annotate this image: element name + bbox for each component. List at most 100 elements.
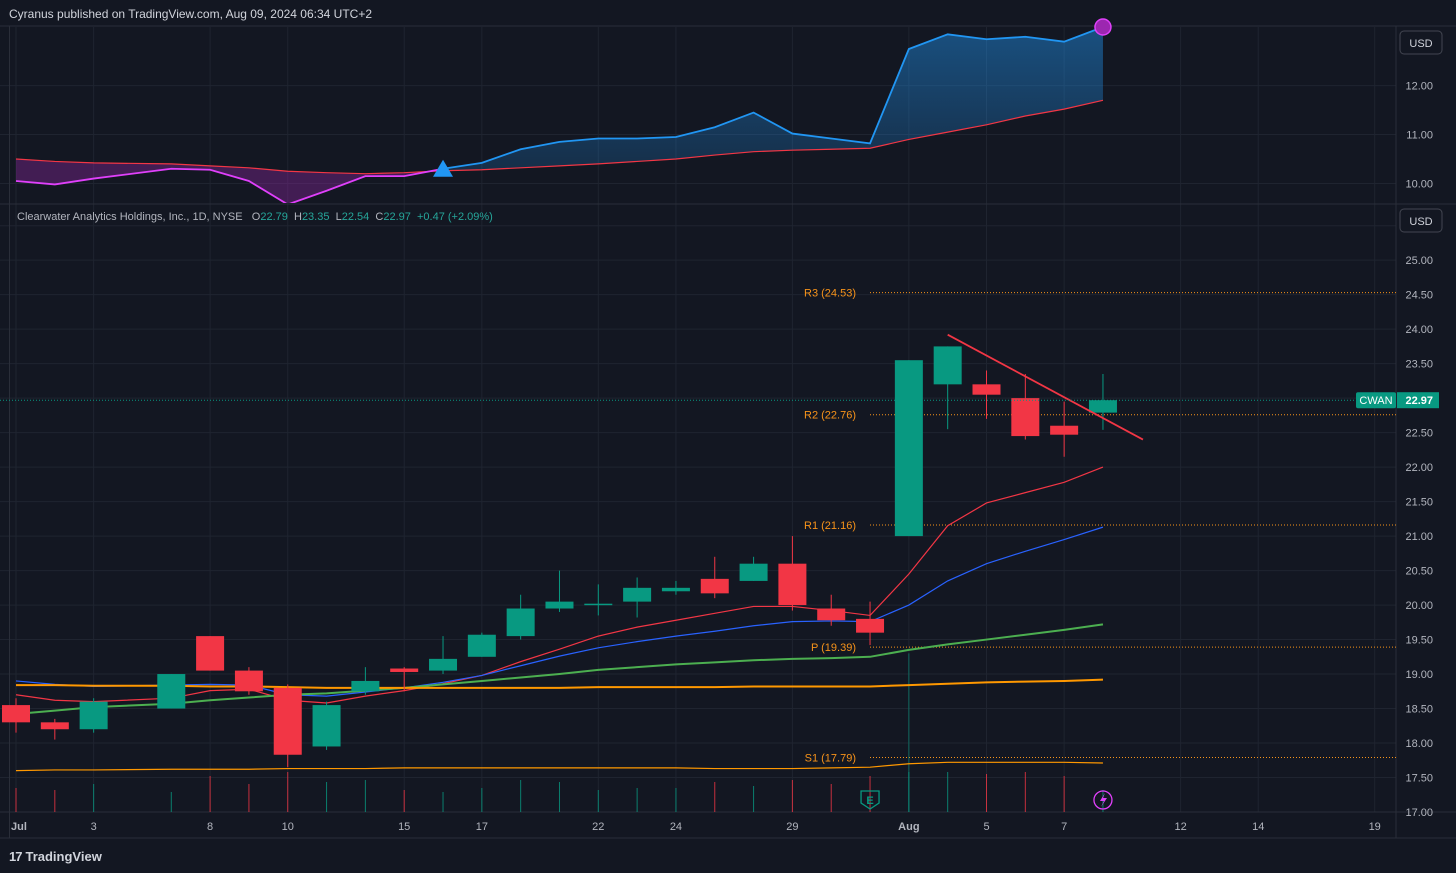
candle-body [700,578,729,594]
ticker-label: CWAN [1359,395,1392,407]
grid-lines [0,25,1456,839]
price-axis-tick: 23.50 [1405,359,1433,371]
pivot-label: R2 (22.76) [804,410,856,422]
price-axis-tick: 20.50 [1405,566,1433,578]
price-axis-tick: 21.00 [1405,531,1433,543]
time-axis-tick: 19 [1369,821,1381,833]
price-axis-tick: 22.50 [1405,428,1433,440]
legend-low: 22.54 [341,211,370,223]
price-axis-tick: 19.50 [1405,635,1433,647]
time-axis-tick: 22 [592,821,604,833]
price-axis-tick: 17.00 [1405,807,1433,819]
price-axis-tick: 24.00 [1405,324,1433,336]
legend-close: 22.97 [383,211,411,223]
volume-bars [15,653,1104,812]
publish-header: Cyranus published on TradingView.com, Au… [0,0,1456,26]
candle-body [429,658,458,671]
candle-body [506,608,535,637]
candle-body [196,636,225,671]
price-axis-tick: 20.00 [1405,600,1433,612]
price-axis-tick: 17.50 [1405,773,1433,785]
price-axes: 17.00 17.50 18.00 18.50 19.00 19.50 20.00 20.50… [11,30,1443,833]
lightning-bolt [1099,793,1107,807]
time-axis-tick: 12 [1174,821,1186,833]
legend-symbol-name: Clearwater Analytics Holdings, Inc., 1D,… [17,211,243,223]
price-axis-tick: 21.50 [1405,497,1433,509]
moving-average-line [16,678,1103,689]
ticker-tag [1356,392,1396,409]
time-axis-tick: 8 [207,821,213,833]
moving-average-line [15,623,1104,716]
candle-body [856,618,885,633]
indicator-axis-tick: 10.00 [1405,178,1433,190]
moving-averages [15,466,1104,772]
tv-brand: TradingView [25,849,102,864]
last-price-tag [1397,392,1439,409]
price-axis-tick: 18.00 [1405,738,1433,750]
candle-body [390,668,419,672]
indicator-fill-bullish [441,27,1103,171]
earnings-icon [860,790,880,810]
currency-button-main[interactable] [1399,208,1443,233]
pivot-label: P (19.39) [811,642,856,654]
candle-body [157,674,186,709]
price-axis-tick: 22.00 [1405,462,1433,474]
price-axis-tick: 18.50 [1405,704,1433,716]
candle-body [933,346,962,385]
publisher-text: Cyranus published on TradingView.com, Au… [9,7,373,21]
pivot-label: R3 (24.53) [804,288,856,300]
indicator-signal-line [15,99,1104,175]
candle-body [2,705,30,723]
currency-label: USD [1409,38,1432,50]
candle-body [894,360,923,537]
pivot-label: S1 (17.79) [805,753,856,765]
earnings-label: E [866,795,873,807]
pivot-label: R1 (21.16) [804,520,856,532]
indicator-line-bull [441,27,1104,171]
candle-body [972,384,1001,395]
moving-average-line [15,466,1104,704]
candle-body [1088,400,1117,413]
tradingview-logo[interactable]: 17 TradingView [9,849,102,864]
footer-bar: 17 TradingView [0,841,1456,873]
candle-body [273,687,302,755]
candle-body [1050,425,1079,435]
time-axis-tick: 10 [282,821,294,833]
candle-body [584,603,613,606]
time-axis-tick: Aug [898,821,919,833]
pivot-levels: R3 (24.53) R2 (22.76) R1 (21.16) P (19.39) S… [804,288,1396,765]
buy-signal-triangle-icon [433,159,454,177]
indicator-fill-bearish [16,159,442,203]
price-axis-tick: 19.00 [1405,669,1433,681]
candle-body [623,587,652,602]
candle-body [467,634,496,657]
candle-body [739,563,768,581]
candle-body [1011,398,1040,437]
price-axis-tick: 24.50 [1405,290,1433,302]
price-axis-tick: 25.00 [1405,255,1433,267]
candle-body [312,705,341,747]
time-axis-tick: 7 [1061,821,1067,833]
candle-body [817,608,846,621]
time-axis-tick: Jul [11,821,27,833]
tv-logo-icon: 17 [9,849,23,864]
legend-high-label: H [293,211,302,223]
time-axis-tick: 14 [1252,821,1264,833]
time-axis-tick: 29 [786,821,798,833]
currency-button-indicator[interactable] [1399,30,1443,55]
legend-open-label: O [251,211,261,223]
overlay: E [0,333,1396,810]
legend-close-label: C [375,211,384,223]
legend-open: 22.79 [260,211,288,223]
indicator-axis-tick: 11.00 [1406,130,1433,142]
indicator-line-bear [15,167,442,203]
indicator-pane [15,18,1112,203]
chart-legend: Clearwater Analytics Holdings, Inc., 1D,… [17,211,493,223]
trendline [947,333,1144,441]
time-axis-tick: 5 [983,821,989,833]
candle-body [351,680,380,692]
legend-high: 23.35 [301,211,330,223]
indicator-axis-tick: 12.00 [1405,81,1433,93]
legend-change: +0.47 (+2.09%) [416,211,493,223]
